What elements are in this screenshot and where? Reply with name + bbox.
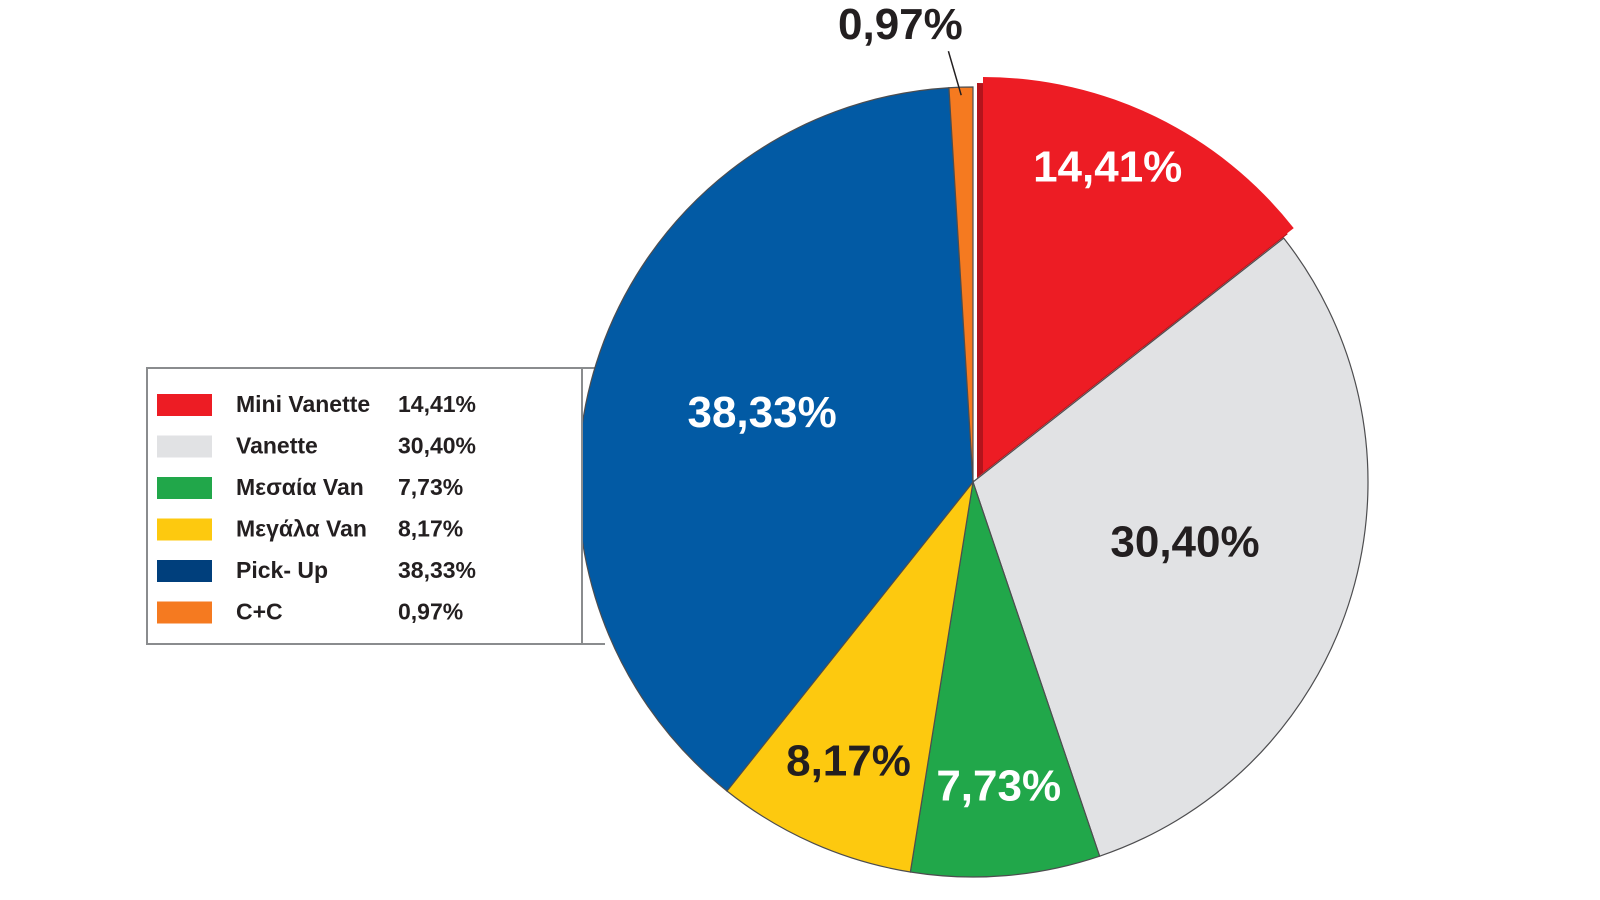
legend-value-mini-vanette: 14,41% bbox=[398, 391, 476, 417]
legend-value-c-c: 0,97% bbox=[398, 599, 463, 625]
slice-label-pick-up: 38,33% bbox=[687, 388, 836, 437]
pie-slice-c-c bbox=[948, 86, 974, 483]
pie-slices bbox=[577, 77, 1369, 878]
legend-label-pick-up: Pick- Up bbox=[236, 557, 328, 583]
pie-slice-labels: 14,41% 30,40% 7,73% 8,17% 38,33% 0,97% bbox=[687, 0, 1259, 811]
legend-swatch-μεσαία-van bbox=[157, 477, 212, 499]
slice-label-vanette: 30,40% bbox=[1110, 518, 1259, 567]
slice-label-leader-c-c bbox=[947, 50, 962, 96]
legend-swatch-μεγάλα-van bbox=[157, 518, 212, 541]
legend-value-pick-up: 38,33% bbox=[398, 557, 476, 583]
legend-swatch-vanette bbox=[157, 435, 212, 458]
pie-slice-mini-vanette bbox=[983, 77, 1294, 472]
legend-box bbox=[146, 367, 583, 645]
legend: Mini Vanette 14,41% Vanette 30,40% Μεσαία Va… bbox=[146, 367, 583, 645]
legend-value-μεσαία-van: 7,73% bbox=[398, 474, 463, 500]
slice-label-c-c: 0,97% bbox=[838, 0, 963, 49]
legend-value-vanette: 30,40% bbox=[398, 433, 476, 459]
legend-label-μεγάλα-van: Μεγάλα Van bbox=[236, 516, 367, 542]
legend-swatch-c-c bbox=[157, 601, 212, 624]
legend-label-c-c: C+C bbox=[236, 599, 283, 625]
legend-value-μεγάλα-van: 8,17% bbox=[398, 516, 463, 542]
legend-swatch-mini-vanette bbox=[157, 394, 212, 416]
slice-label-μεγάλα-van: 8,17% bbox=[786, 736, 911, 785]
pie-slice-μεγάλα-van bbox=[726, 479, 974, 873]
legend-label-mini-vanette: Mini Vanette bbox=[236, 391, 370, 417]
pie-slice-pick-up bbox=[577, 87, 974, 792]
legend-swatch-pick-up bbox=[157, 560, 212, 582]
legend-label-μεσαία-van: Μεσαία Van bbox=[236, 474, 364, 500]
pie-slice-vanette bbox=[972, 237, 1369, 857]
slice-label-μεσαία-van: 7,73% bbox=[936, 762, 1061, 811]
legend-label-vanette: Vanette bbox=[236, 433, 318, 459]
slice-label-mini-vanette: 14,41% bbox=[1033, 143, 1182, 192]
